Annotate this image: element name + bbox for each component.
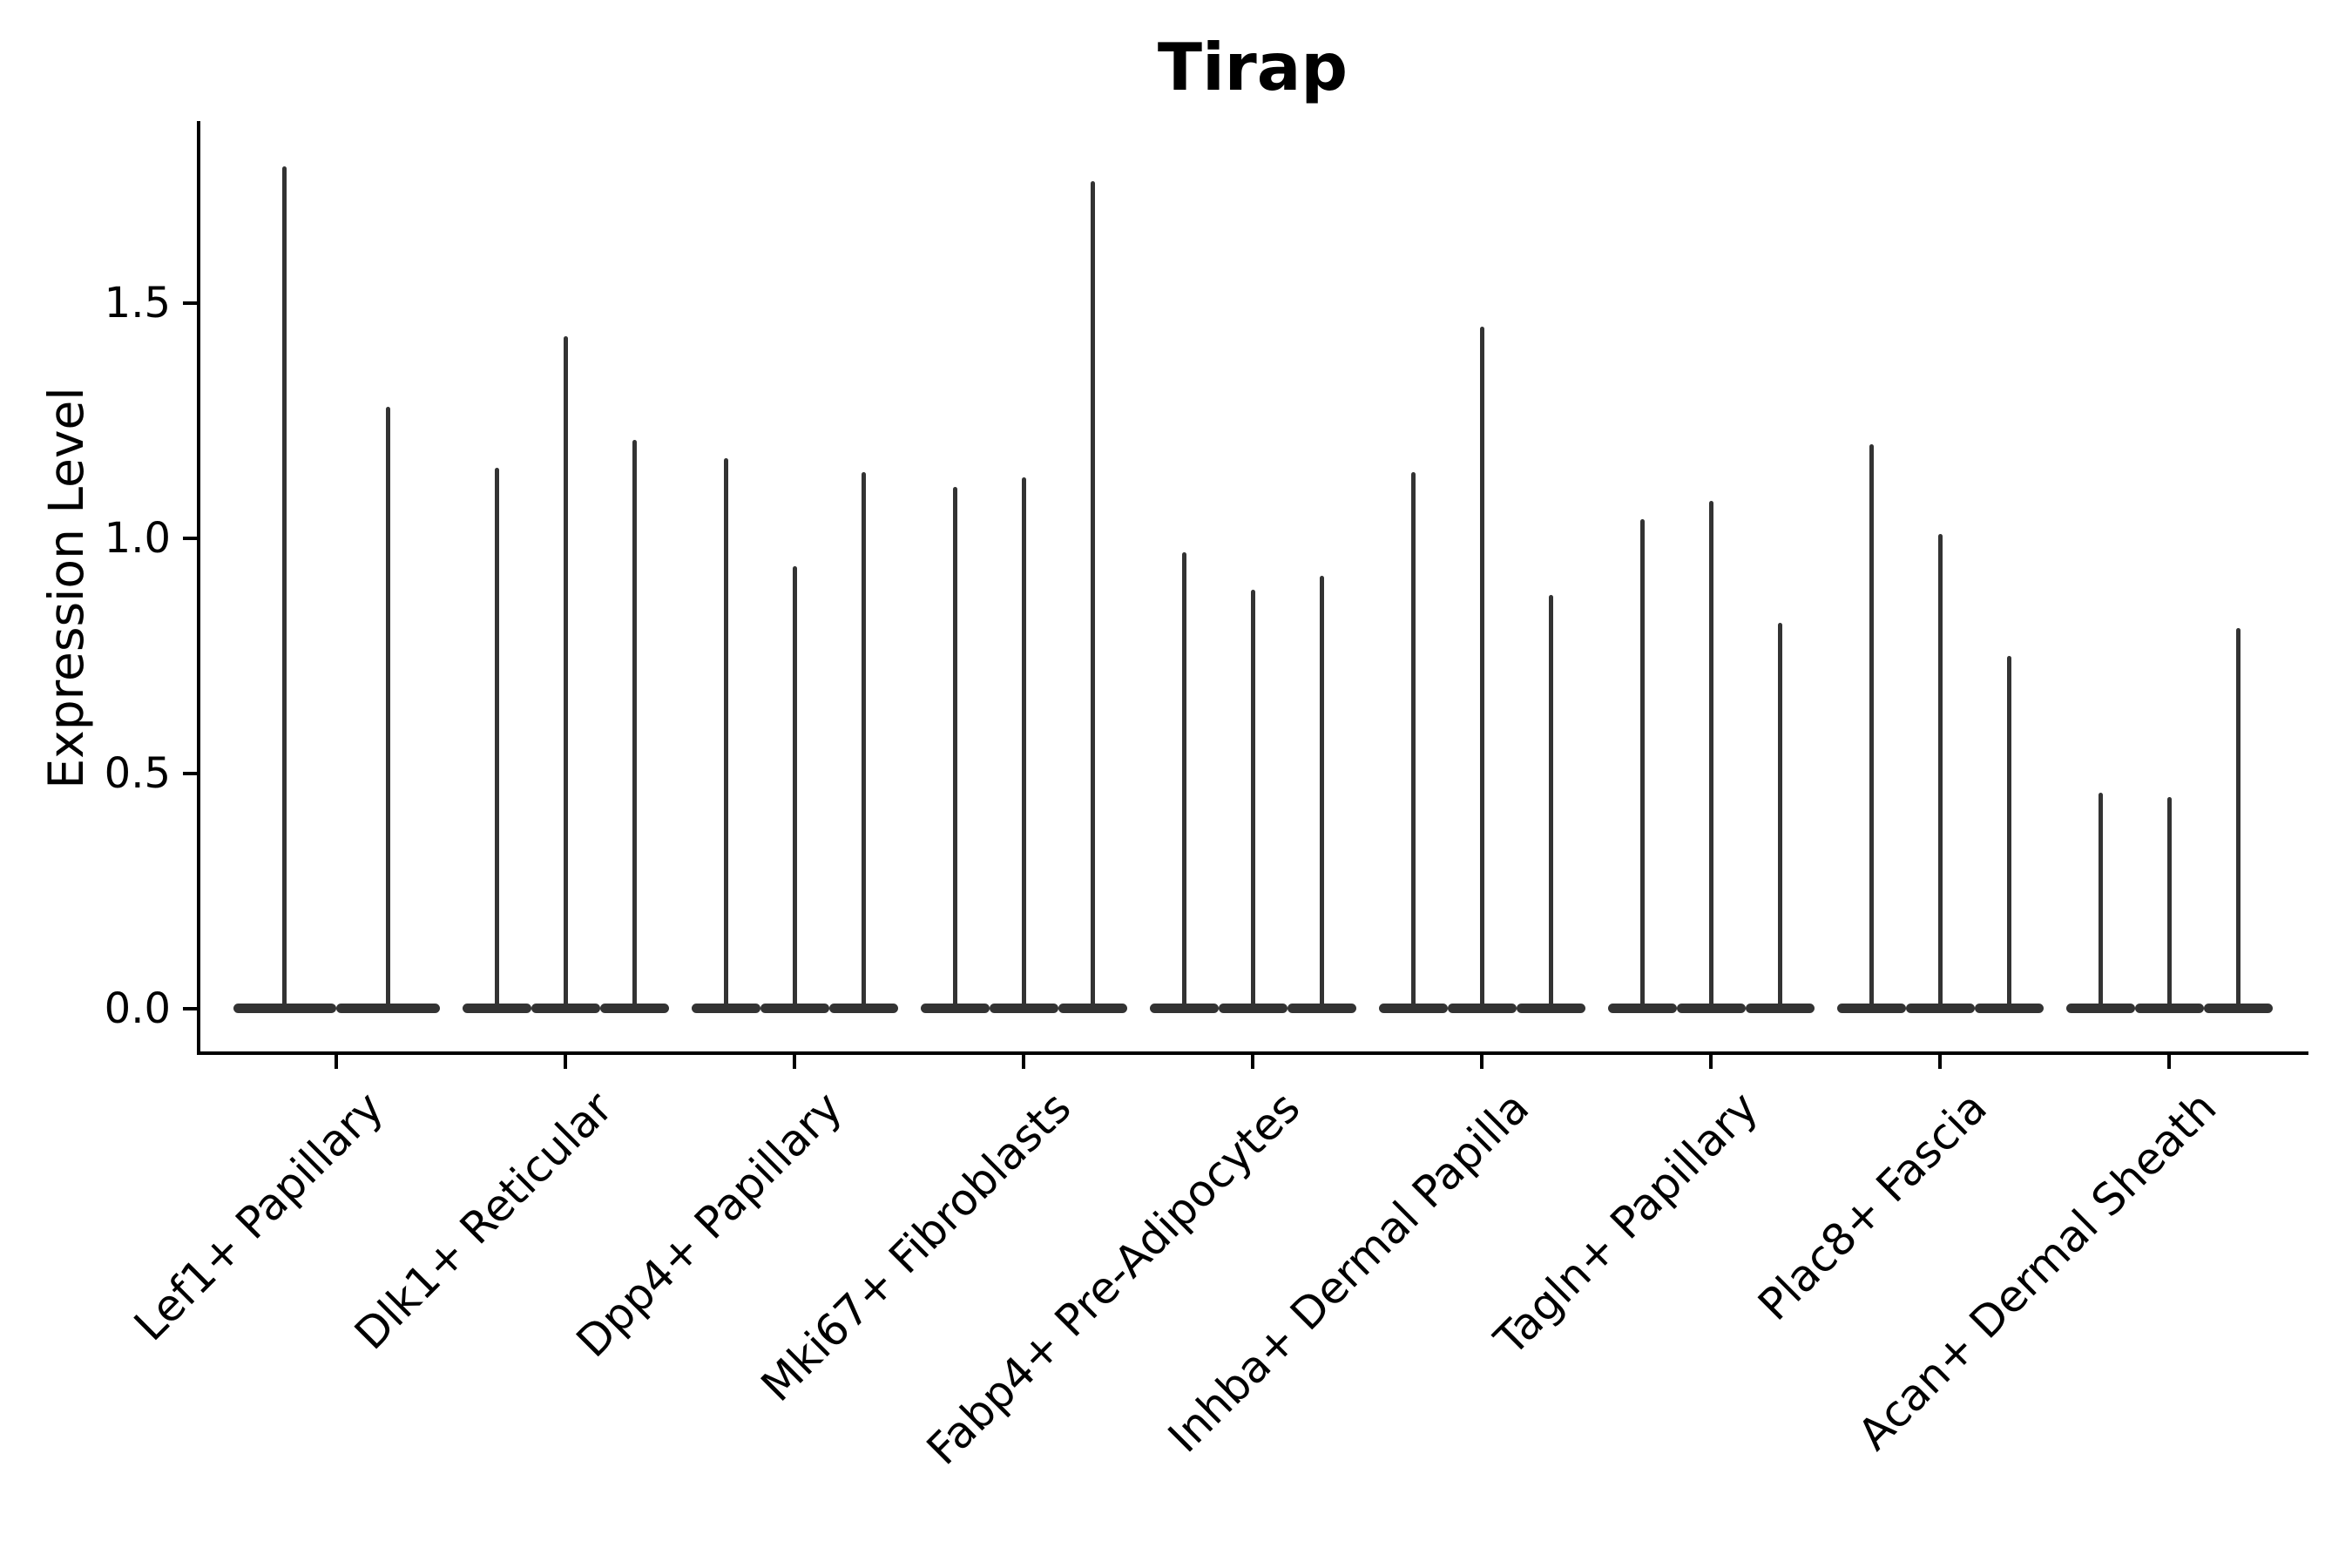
violin-spike bbox=[1479, 327, 1484, 1011]
violin-spike bbox=[1021, 476, 1026, 1011]
violin-spike bbox=[1181, 552, 1186, 1011]
x-tick bbox=[335, 1055, 338, 1069]
y-tick-label: 1.5 bbox=[104, 279, 171, 328]
violin-spike bbox=[952, 486, 957, 1011]
violin-spike bbox=[1708, 500, 1713, 1011]
y-axis-label: Expression Level bbox=[38, 387, 94, 789]
violin-spike bbox=[2006, 656, 2011, 1011]
y-tick bbox=[183, 537, 197, 540]
x-tick bbox=[1709, 1055, 1713, 1069]
violin-spike bbox=[861, 472, 866, 1011]
x-tick bbox=[1938, 1055, 1942, 1069]
y-tick bbox=[183, 301, 197, 305]
violin-spike bbox=[2235, 627, 2240, 1011]
violin-spike bbox=[1090, 180, 1095, 1011]
violin-spike bbox=[632, 439, 637, 1011]
y-tick-label: 0.0 bbox=[104, 984, 171, 1033]
violin-spike bbox=[1250, 590, 1255, 1011]
x-tick-label: Fabp4+ Pre-Adipocytes bbox=[916, 1082, 1310, 1475]
x-tick bbox=[564, 1055, 567, 1069]
x-axis-spine bbox=[197, 1051, 2308, 1055]
violin-spike bbox=[723, 458, 728, 1011]
y-tick bbox=[183, 772, 197, 775]
y-tick-label: 1.0 bbox=[104, 514, 171, 563]
violin-spike bbox=[792, 566, 797, 1011]
violin-spike bbox=[1639, 519, 1645, 1011]
y-tick-label: 0.5 bbox=[104, 749, 171, 798]
violin-spike bbox=[563, 335, 568, 1011]
violin-spike bbox=[494, 468, 499, 1011]
x-tick bbox=[1480, 1055, 1484, 1069]
x-tick-label: Plac8+ Fascia bbox=[1748, 1082, 1997, 1331]
x-tick bbox=[2167, 1055, 2171, 1069]
violin-spike bbox=[385, 406, 390, 1011]
x-tick bbox=[1022, 1055, 1025, 1069]
y-tick bbox=[183, 1007, 197, 1010]
violin-spike bbox=[1937, 533, 1943, 1011]
violin-spike bbox=[1319, 576, 1324, 1011]
violin-spike bbox=[1869, 444, 1874, 1011]
x-tick bbox=[793, 1055, 796, 1069]
x-tick-label: Lef1+ Papillary bbox=[125, 1082, 394, 1351]
violin-spike bbox=[1410, 472, 1416, 1011]
violin-spike bbox=[2166, 797, 2172, 1011]
violin-spike bbox=[282, 166, 287, 1011]
violin-spike bbox=[1548, 594, 1553, 1011]
chart-title: Tirap bbox=[1157, 29, 1348, 105]
violin-spike bbox=[2098, 792, 2103, 1011]
y-axis-spine bbox=[197, 121, 200, 1055]
violin-spike bbox=[1777, 623, 1782, 1011]
x-tick bbox=[1251, 1055, 1254, 1069]
